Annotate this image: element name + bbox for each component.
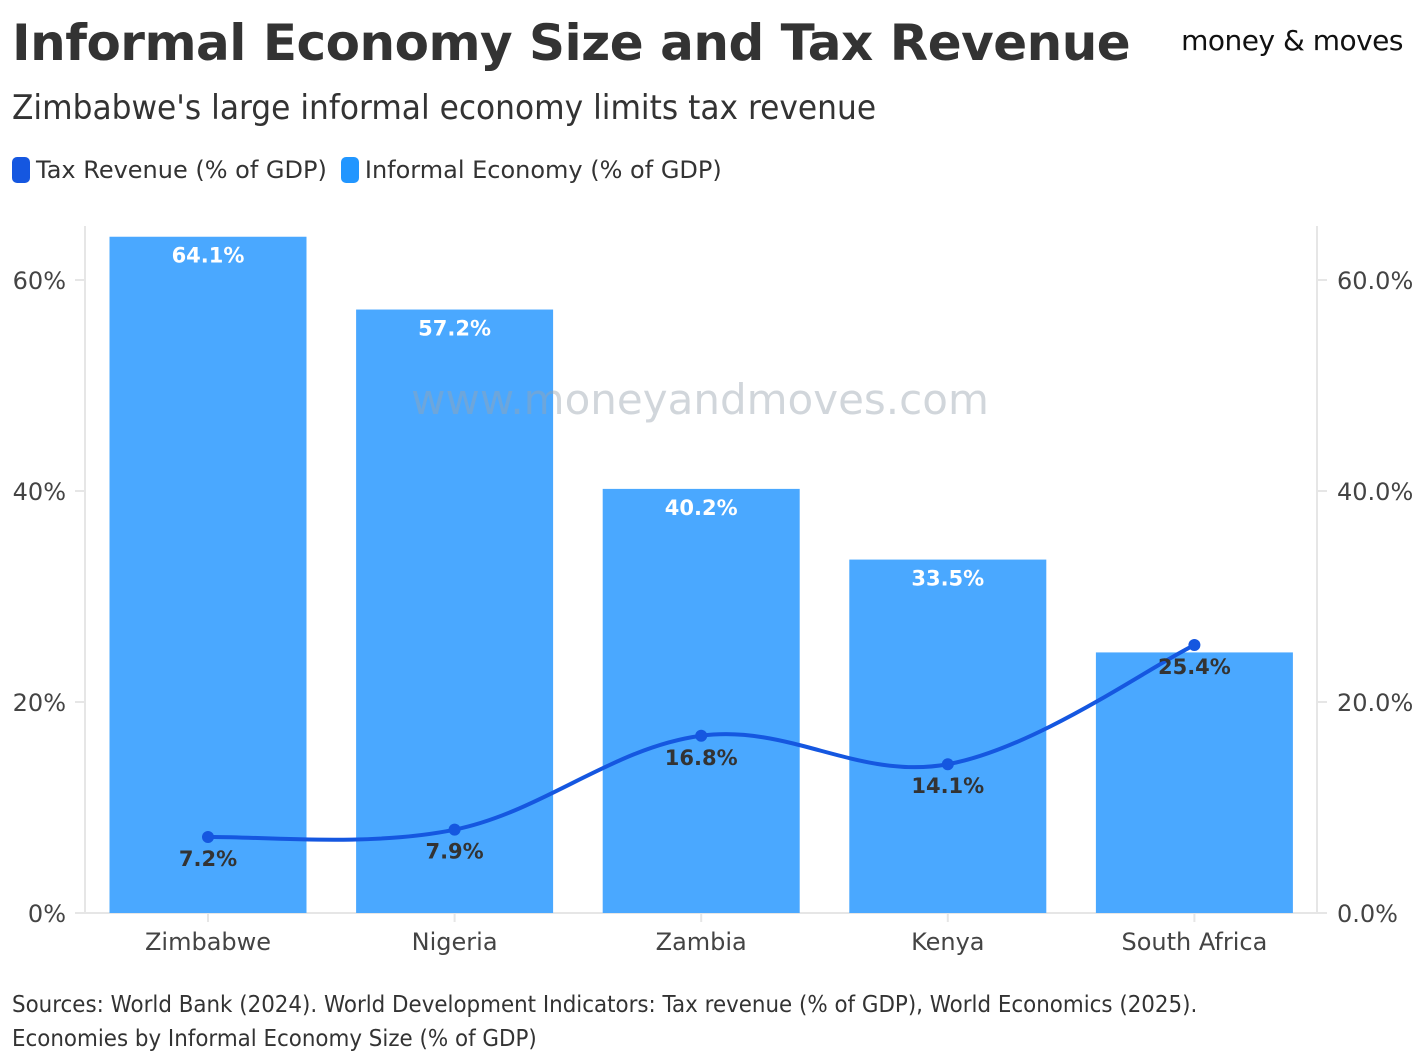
legend-label: Tax Revenue (% of GDP) [36,156,327,184]
y-right-tick-label: 20.0% [1337,689,1413,717]
line-data-label: 7.2% [179,847,237,871]
bar-informal-economy [356,309,554,913]
x-tick-label: South Africa [1121,928,1267,956]
bar-informal-economy [602,488,800,913]
y-right-tick-label: 0.0% [1337,900,1398,928]
bar-informal-economy [1095,652,1293,913]
line-data-label: 16.8% [665,746,738,770]
legend: Tax Revenue (% of GDP) Informal Economy … [12,156,736,184]
x-tick-label: Zimbabwe [145,928,271,956]
sources-note: Sources: World Bank (2024). World Develo… [12,992,1198,1052]
tax-revenue-point [1188,639,1201,652]
tax-revenue-point [941,758,954,771]
tax-revenue-point [202,831,214,844]
legend-swatch [12,157,30,183]
y-right-tick-label: 60.0% [1337,267,1413,295]
x-tick-label: Kenya [911,928,984,956]
y-left-tick-label: 60% [13,267,66,295]
chart-title: Informal Economy Size and Tax Revenue [12,14,1131,72]
tax-revenue-point [448,823,461,836]
line-data-label: 7.9% [425,840,483,864]
y-left-tick-label: 20% [13,689,66,717]
bar-data-label: 64.1% [172,244,245,268]
y-left-tick-label: 40% [13,478,66,506]
x-tick-label: Nigeria [412,928,498,956]
legend-swatch [340,157,359,183]
y-left-tick-label: 0% [28,900,66,928]
watermark: www.moneyandmoves.com [411,375,989,424]
line-data-label: 25.4% [1158,655,1231,679]
chart-subtitle: Zimbabwe's large informal economy limits… [12,88,877,128]
tax-revenue-point [695,729,708,742]
legend-label: Informal Economy (% of GDP) [364,156,722,184]
brand-logo: money & moves [1181,24,1403,57]
y-right-tick-label: 40.0% [1337,478,1413,506]
bar-informal-economy [849,559,1047,913]
bar-data-label: 40.2% [665,496,738,520]
x-tick-label: Zambia [656,928,747,956]
legend-item-tax[interactable]: Tax Revenue (% of GDP) [12,156,327,184]
bar-data-label: 57.2% [418,317,491,341]
line-data-label: 14.1% [911,774,984,798]
legend-item-informal[interactable]: Informal Economy (% of GDP) [340,156,722,184]
bar-informal-economy [109,236,307,913]
bar-data-label: 33.5% [911,567,984,591]
